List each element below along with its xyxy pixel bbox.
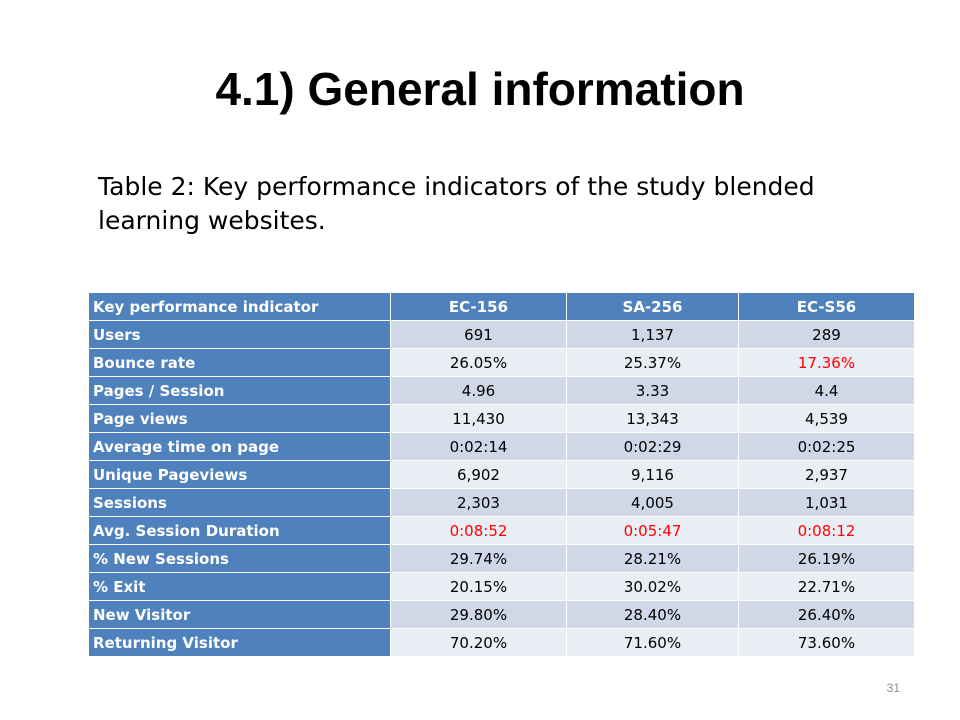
table-cell: 28.21% [566, 544, 739, 573]
table-row: % Exit 20.15% 30.02% 22.71% [88, 572, 915, 601]
table-body: Users 691 1,137 289 Bounce rate 26.05% 25.37% 1… [88, 320, 915, 657]
table-row: % New Sessions 29.74% 28.21% 26.19% [88, 544, 915, 573]
table-cell: 3.33 [566, 376, 739, 405]
column-header: SA-256 [566, 292, 739, 321]
row-label: % New Sessions [88, 544, 391, 573]
table-row: Unique Pageviews 6,902 9,116 2,937 [88, 460, 915, 489]
row-label: Sessions [88, 488, 391, 517]
table-cell: 0:02:25 [738, 432, 915, 461]
row-label: Average time on page [88, 432, 391, 461]
table-row: Bounce rate 26.05% 25.37% 17.36% [88, 348, 915, 377]
table-cell: 25.37% [566, 348, 739, 377]
kpi-table: Key performance indicator EC-156 SA-256 … [88, 292, 915, 657]
table-cell: 2,303 [390, 488, 567, 517]
table-cell: 1,031 [738, 488, 915, 517]
table-cell: 70.20% [390, 628, 567, 657]
table-cell: 0:02:14 [390, 432, 567, 461]
row-label: Page views [88, 404, 391, 433]
row-label: New Visitor [88, 600, 391, 629]
table-cell: 0:08:52 [390, 516, 567, 545]
table-row: Returning Visitor 70.20% 71.60% 73.60% [88, 628, 915, 657]
table-cell: 0:02:29 [566, 432, 739, 461]
table-cell: 26.19% [738, 544, 915, 573]
table-row: Average time on page 0:02:14 0:02:29 0:02:2… [88, 432, 915, 461]
table-cell: 2,937 [738, 460, 915, 489]
table-caption: Table 2: Key performance indicators of t… [98, 172, 815, 235]
row-label: Unique Pageviews [88, 460, 391, 489]
table-row: Users 691 1,137 289 [88, 320, 915, 349]
table-row: Sessions 2,303 4,005 1,031 [88, 488, 915, 517]
row-label: Returning Visitor [88, 628, 391, 657]
page-number: 31 [886, 681, 900, 695]
table-cell: 4,005 [566, 488, 739, 517]
table-cell: 4.96 [390, 376, 567, 405]
table-cell: 4.4 [738, 376, 915, 405]
column-header: Key performance indicator [88, 292, 391, 321]
table-cell: 22.71% [738, 572, 915, 601]
table-cell: 29.74% [390, 544, 567, 573]
table-cell: 0:08:12 [738, 516, 915, 545]
table-cell: 1,137 [566, 320, 739, 349]
table-cell: 9,116 [566, 460, 739, 489]
column-header: EC-S56 [738, 292, 915, 321]
row-label: Users [88, 320, 391, 349]
table-cell: 28.40% [566, 600, 739, 629]
row-label: % Exit [88, 572, 391, 601]
table-row: New Visitor 29.80% 28.40% 26.40% [88, 600, 915, 629]
table-cell: 26.40% [738, 600, 915, 629]
table-cell: 73.60% [738, 628, 915, 657]
table-cell: 20.15% [390, 572, 567, 601]
table-row: Pages / Session 4.96 3.33 4.4 [88, 376, 915, 405]
table-row: Avg. Session Duration 0:08:52 0:05:47 0:08:… [88, 516, 915, 545]
table-cell: 691 [390, 320, 567, 349]
table-cell: 4,539 [738, 404, 915, 433]
table-cell: 71.60% [566, 628, 739, 657]
table-cell: 11,430 [390, 404, 567, 433]
table-cell: 26.05% [390, 348, 567, 377]
row-label: Avg. Session Duration [88, 516, 391, 545]
table-cell: 6,902 [390, 460, 567, 489]
row-label: Pages / Session [88, 376, 391, 405]
row-label: Bounce rate [88, 348, 391, 377]
table-cell: 289 [738, 320, 915, 349]
table-cell: 13,343 [566, 404, 739, 433]
column-header: EC-156 [390, 292, 567, 321]
table-cell: 29.80% [390, 600, 567, 629]
table-cell: 0:05:47 [566, 516, 739, 545]
table-header-row: Key performance indicator EC-156 SA-256 … [88, 292, 915, 321]
table-cell: 30.02% [566, 572, 739, 601]
table-row: Page views 11,430 13,343 4,539 [88, 404, 915, 433]
table-cell: 17.36% [738, 348, 915, 377]
slide-title: 4.1) General information [215, 63, 745, 115]
